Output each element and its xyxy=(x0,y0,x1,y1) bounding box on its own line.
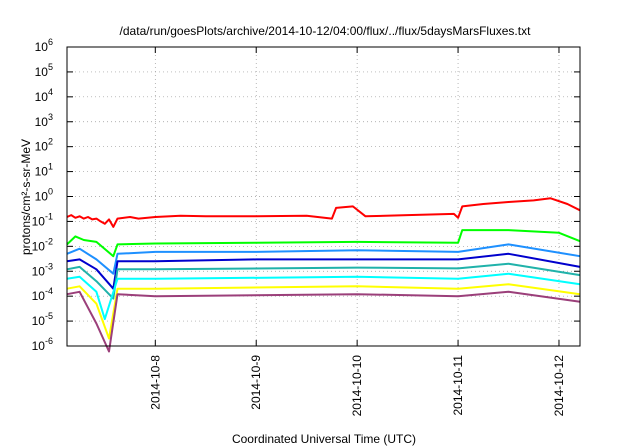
y-tick-label: 10-5 xyxy=(32,311,53,328)
series-line-4 xyxy=(66,252,581,290)
series-line-3 xyxy=(66,243,581,275)
series-line-7 xyxy=(66,283,581,340)
x-tick-label: 2014-10-10 xyxy=(350,355,364,417)
x-tick-label: 2014-10-8 xyxy=(148,355,162,410)
x-tick-label: 2014-10-11 xyxy=(451,355,465,416)
y-tick-label: 105 xyxy=(35,62,53,79)
series-layer xyxy=(66,197,581,353)
series-line-1 xyxy=(66,197,581,228)
axis-ticks: 10-6 10-5 10-4 10-3 10-2 10-1 100 101 102 103 104 1… xyxy=(32,37,580,416)
y-tick-label: 106 xyxy=(35,37,53,54)
y-tick-label: 10-6 xyxy=(32,336,53,353)
y-tick-label: 10-2 xyxy=(32,236,53,253)
y-tick-label: 101 xyxy=(35,162,53,179)
series-line-5 xyxy=(66,262,581,300)
y-tick-label: 103 xyxy=(35,112,53,129)
y-tick-label: 10-4 xyxy=(32,286,53,303)
series-line-2 xyxy=(66,229,581,258)
series-line-8 xyxy=(66,290,581,353)
y-tick-label: 10-3 xyxy=(32,261,53,278)
x-axis-label: Coordinated Universal Time (UTC) xyxy=(232,432,416,446)
chart-title: /data/run/goesPlots/archive/2014-10-12/0… xyxy=(120,24,532,38)
y-tick-label: 104 xyxy=(35,87,53,104)
y-axis-label: protons/cm²-s-sr-MeV xyxy=(19,139,33,255)
series-line-6 xyxy=(66,272,581,321)
y-tick-label: 100 xyxy=(35,187,53,204)
x-tick-label: 2014-10-9 xyxy=(249,355,263,410)
grid-lines xyxy=(67,46,580,347)
y-tick-label: 10-1 xyxy=(32,211,53,228)
x-tick-label: 2014-10-12 xyxy=(552,355,566,417)
y-tick-label: 102 xyxy=(35,137,53,154)
